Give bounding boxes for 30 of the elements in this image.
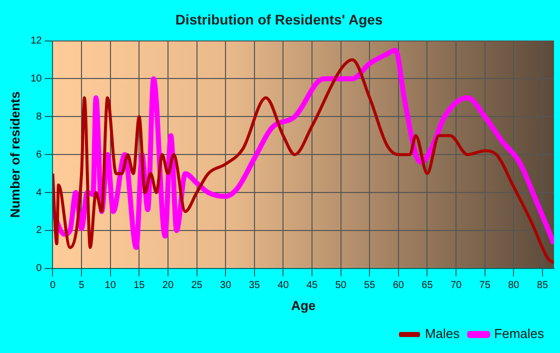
y-tick-label: 6 [36, 149, 42, 160]
y-tick-label: 4 [36, 187, 42, 198]
x-tick-label: 50 [335, 280, 347, 292]
y-tick-label: 8 [36, 111, 42, 122]
x-tick-label: 0 [50, 280, 56, 292]
x-tick-label: 85 [536, 280, 548, 292]
x-tick-label: 25 [191, 280, 203, 292]
x-tick-label: 75 [479, 280, 491, 292]
x-tick-label: 70 [450, 280, 462, 292]
y-tick-label: 10 [30, 73, 42, 84]
x-tick-label: 10 [104, 280, 116, 292]
x-tick-label: 65 [422, 280, 434, 292]
x-tick-label: 55 [364, 280, 376, 292]
y-tick-label: 12 [30, 36, 42, 47]
x-tick-label: 35 [248, 280, 260, 292]
x-tick-label: 45 [306, 280, 318, 292]
x-tick-label: 30 [220, 280, 232, 292]
x-axis-title: Age [291, 298, 316, 313]
legend-label: Females [494, 326, 544, 342]
x-tick-label: 20 [162, 280, 174, 292]
x-tick-label: 80 [508, 280, 520, 292]
x-tick-label: 60 [392, 280, 404, 292]
x-tick-label: 5 [78, 280, 85, 292]
x-tick-label: 15 [134, 280, 146, 292]
chart-title: Distribution of Residents' Ages [175, 11, 383, 28]
y-tick-label: 2 [36, 225, 42, 236]
legend-label: Males [424, 326, 460, 342]
x-tick-label: 40 [278, 280, 290, 292]
y-tick-label: 0 [36, 263, 42, 274]
y-axis-title: Number of residents [7, 91, 22, 218]
